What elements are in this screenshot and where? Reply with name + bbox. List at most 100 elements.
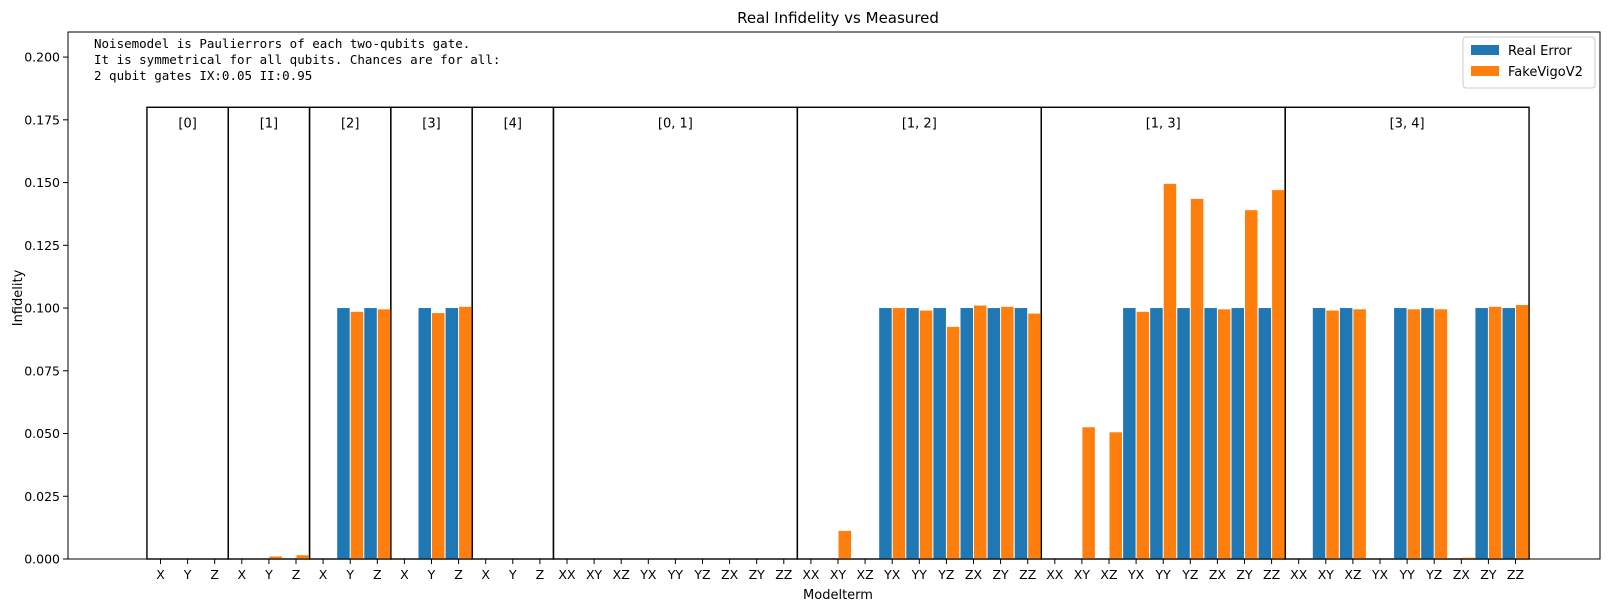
x-tick-label: XY (586, 567, 603, 582)
bar (1516, 305, 1529, 559)
y-tick-label: 0.050 (24, 426, 60, 441)
y-axis-label: Infidelity (11, 269, 26, 326)
bar (432, 313, 445, 559)
annotation-line: 2 qubit gates IX:0.05 II:0.95 (94, 68, 312, 83)
x-tick-label: YZ (1425, 567, 1442, 582)
x-tick-label: X (481, 567, 490, 582)
x-tick-label: ZZ (1019, 567, 1036, 582)
y-tick-label: 0.175 (24, 112, 60, 127)
bar (1258, 308, 1272, 559)
x-tick-label: ZX (1209, 567, 1227, 582)
bar (974, 305, 987, 559)
x-tick-label: ZZ (1263, 567, 1280, 582)
x-tick-label: ZZ (1507, 567, 1524, 582)
bar (1014, 308, 1028, 559)
bar (459, 306, 472, 559)
bar (1434, 309, 1448, 559)
bar (933, 308, 946, 559)
bar (350, 311, 364, 559)
x-tick-label: Y (427, 567, 436, 582)
x-tick-label: X (156, 567, 165, 582)
x-tick-label: YX (639, 567, 657, 582)
group-label: [3, 4] (1390, 116, 1425, 131)
x-tick-label: XX (802, 567, 820, 582)
group-label: [1] (260, 116, 278, 131)
legend-label-real-error: Real Error (1508, 44, 1573, 59)
bar (1001, 306, 1014, 559)
x-tick-label: ZX (721, 567, 739, 582)
x-tick-label: Y (264, 567, 273, 582)
bar (1353, 309, 1366, 559)
legend: Real Error FakeVigoV2 (1462, 36, 1596, 89)
bar (1082, 427, 1095, 559)
group-label: [4] (504, 116, 522, 131)
x-tick-label: XX (1290, 567, 1308, 582)
group-label: [0] (178, 116, 196, 131)
group-label: [0, 1] (658, 116, 693, 131)
bar (879, 308, 892, 559)
x-tick-label: X (319, 567, 328, 582)
bar (1421, 308, 1434, 559)
x-tick-label: Z (373, 567, 382, 582)
x-tick-label: YY (667, 567, 684, 582)
x-tick-label: YX (1127, 567, 1145, 582)
x-axis-label: Modelterm (803, 588, 873, 603)
bar (960, 308, 973, 559)
x-tick-label: XY (1074, 567, 1091, 582)
x-tick-label: YZ (937, 567, 954, 582)
x-tick-label: YZ (693, 567, 710, 582)
x-tick-label: X (238, 567, 247, 582)
legend-swatch-real-error (1471, 45, 1499, 55)
x-tick-label: YY (1155, 567, 1172, 582)
plot-frame (67, 31, 1601, 560)
bar (1136, 311, 1150, 559)
bar (1204, 308, 1217, 559)
y-tick-label: 0.000 (24, 552, 60, 567)
x-tick-label: YZ (1181, 567, 1198, 582)
y-tick-label: 0.200 (24, 50, 60, 65)
bar (296, 555, 309, 559)
annotation-line: Noisemodel is Paulierrors of each two-qu… (94, 36, 470, 51)
bar (269, 556, 282, 559)
bar (1502, 308, 1515, 559)
bar (364, 308, 377, 559)
bar (1245, 210, 1258, 559)
group-label: [1, 2] (902, 116, 937, 131)
x-tick-label: ZY (1236, 567, 1253, 582)
bar (1461, 557, 1475, 559)
x-tick-label: ZX (1453, 567, 1471, 582)
bar (1475, 308, 1488, 559)
bar (838, 530, 851, 559)
bar (1488, 306, 1502, 559)
y-tick-label: 0.100 (24, 301, 60, 316)
bar (919, 310, 933, 559)
x-tick-label: Z (292, 567, 301, 582)
bar (445, 308, 459, 559)
x-tick-label: XY (1318, 567, 1335, 582)
legend-label-fakevigo: FakeVigoV2 (1508, 65, 1583, 80)
x-tick-label: ZZ (775, 567, 792, 582)
group-label: [2] (341, 116, 359, 131)
y-tick-label: 0.025 (24, 489, 60, 504)
bar (1312, 308, 1326, 559)
bar (1407, 309, 1421, 559)
bar (1231, 308, 1244, 559)
x-tick-label: Z (210, 567, 219, 582)
x-tick-label: YY (911, 567, 928, 582)
x-tick-label: XX (1046, 567, 1064, 582)
bars (269, 183, 1529, 560)
bar (1394, 308, 1407, 559)
y-tick-label: 0.075 (24, 363, 60, 378)
annotation-box: Noisemodel is Paulierrors of each two-qu… (94, 36, 500, 83)
x-tick-label: XZ (857, 567, 874, 582)
bar (946, 326, 960, 559)
annotation-line: It is symmetrical for all qubits. Chance… (94, 52, 500, 67)
x-tick-label: X (400, 567, 409, 582)
x-tick-label: Y (345, 567, 354, 582)
bar (1190, 198, 1204, 559)
x-tick-label: Y (508, 567, 517, 582)
bar (337, 308, 350, 559)
x-tick-label: YY (1398, 567, 1415, 582)
bar (1177, 308, 1190, 559)
axes: 0.000 0.025 0.050 0.075 0.100 0.125 0.150 0.175… (24, 31, 1601, 582)
